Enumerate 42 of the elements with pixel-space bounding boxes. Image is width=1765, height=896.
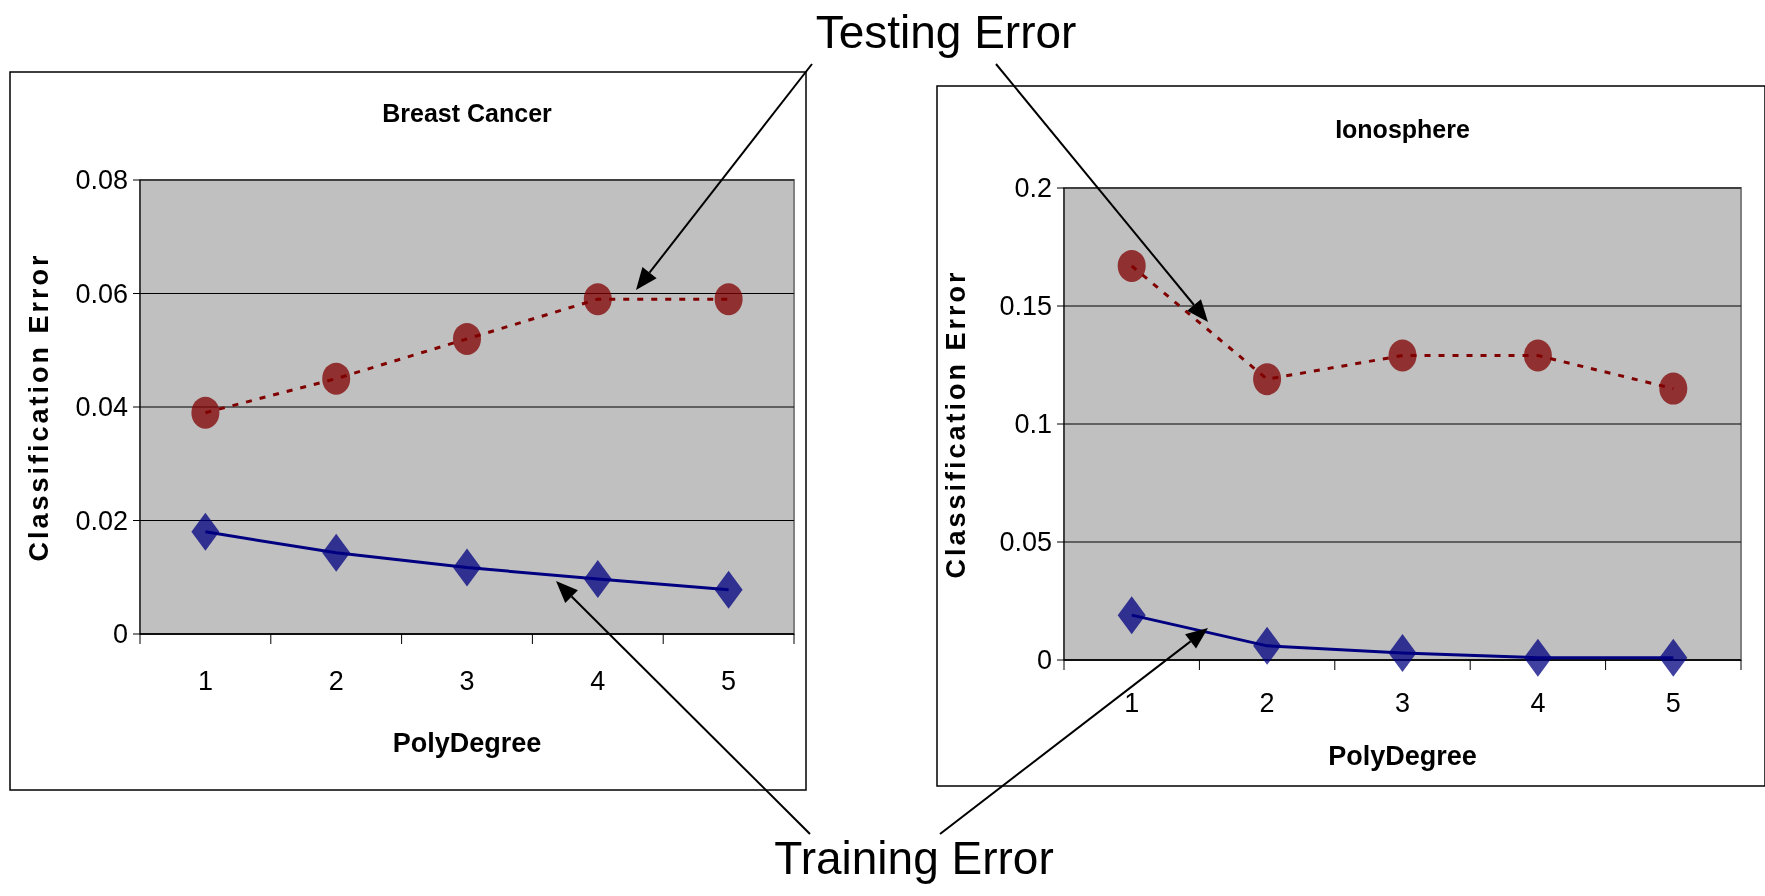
- x-tick-label: 2: [328, 666, 344, 696]
- chart-title: Breast Cancer: [382, 99, 553, 127]
- point: [191, 396, 220, 429]
- point: [191, 512, 220, 551]
- point: [1253, 363, 1282, 396]
- y-tick-label: 0.04: [75, 392, 128, 423]
- x-tick-label: 4: [590, 666, 606, 696]
- y-tick-label: 0: [1036, 645, 1052, 676]
- x-tick-label: 1: [1124, 688, 1140, 718]
- y-tick-label: 0.2: [1014, 173, 1052, 204]
- y-tick-label: 0.08: [75, 165, 128, 196]
- x-tick-label: 5: [1665, 688, 1681, 718]
- text: Training Error: [774, 832, 1054, 884]
- y-tick-label: 0.1: [1014, 409, 1052, 440]
- x-axis-title: PolyDegree: [392, 728, 542, 758]
- point: [714, 570, 743, 609]
- point: [1659, 372, 1688, 405]
- y-tick-label: 0: [112, 619, 128, 650]
- x-axis-title: PolyDegree: [1328, 741, 1477, 771]
- point: [583, 283, 612, 316]
- point: [322, 362, 351, 395]
- x-tick-label: 4: [1530, 688, 1546, 718]
- x-tick-label: 3: [1394, 688, 1411, 718]
- point: [1117, 596, 1146, 635]
- point: [714, 283, 743, 316]
- point: [1523, 339, 1552, 372]
- point: [1388, 339, 1417, 372]
- x-tick-label: 3: [459, 666, 475, 696]
- y-axis-title: Classification Error: [24, 252, 54, 562]
- chart-title: Ionosphere: [1335, 115, 1470, 143]
- y-tick-label: 0.05: [999, 527, 1052, 558]
- point: [1117, 249, 1146, 282]
- point: [453, 322, 481, 355]
- y-tick-label: 0.06: [75, 278, 128, 309]
- point: [1659, 638, 1688, 677]
- x-tick-label: 5: [721, 666, 737, 696]
- y-axis-title: Classification Error: [941, 269, 971, 579]
- y-tick-label: 0.15: [999, 291, 1052, 322]
- y-tick-label: 0.02: [75, 505, 128, 536]
- text: Testing Error: [815, 6, 1077, 58]
- x-tick-label: 2: [1259, 688, 1275, 718]
- x-tick-label: 1: [197, 666, 213, 696]
